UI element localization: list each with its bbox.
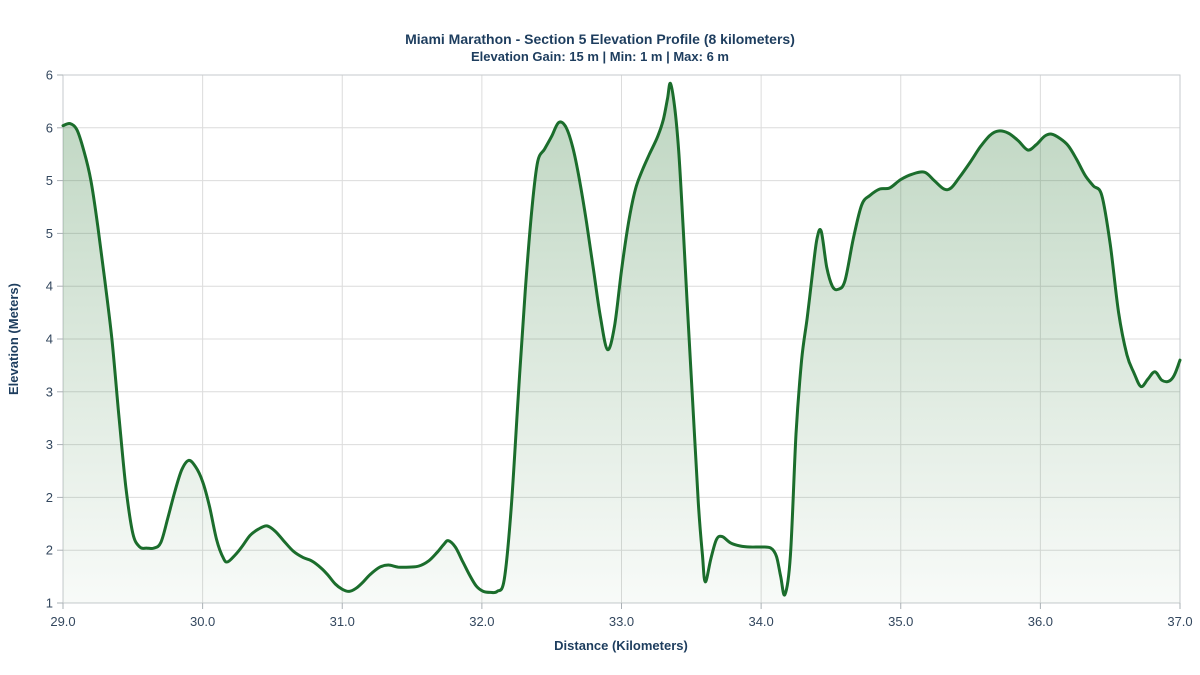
elevation-area-fill: [63, 83, 1180, 603]
elevation-line: [61, 81, 1182, 597]
y-axis-title: Elevation (Meters): [6, 283, 21, 395]
x-tick-label: 35.0: [888, 614, 913, 629]
y-tick-label: 4: [46, 279, 53, 294]
elevation-line-path: [61, 81, 1182, 597]
elevation-area-path: [63, 83, 1180, 603]
chart-title: Miami Marathon - Section 5 Elevation Pro…: [405, 31, 795, 47]
y-tick-label: 3: [46, 384, 53, 399]
x-tick-label: 37.0: [1167, 614, 1192, 629]
y-tick-label: 4: [46, 332, 53, 347]
x-tick-label: 34.0: [748, 614, 773, 629]
y-tick-label: 1: [46, 596, 53, 611]
y-tick-label: 5: [46, 173, 53, 188]
y-tick-label: 2: [46, 543, 53, 558]
y-tick-label: 5: [46, 226, 53, 241]
y-tick-label: 6: [46, 120, 53, 135]
y-tick-label: 6: [46, 68, 53, 83]
x-tick-label: 30.0: [190, 614, 215, 629]
x-tick-label: 32.0: [469, 614, 494, 629]
x-axis-title: Distance (Kilometers): [554, 638, 688, 653]
x-tick-label: 33.0: [609, 614, 634, 629]
axis-tick-labels: 1 2 2 3 3 4 4 5 5 6 6 29.0 30.0 31.0 32.0 33.0 34.0 35.0 3…: [46, 68, 1193, 630]
x-tick-label: 36.0: [1028, 614, 1053, 629]
chart-subtitle: Elevation Gain: 15 m | Min: 1 m | Max: 6…: [471, 49, 729, 64]
y-tick-label: 3: [46, 437, 53, 452]
x-tick-label: 31.0: [330, 614, 355, 629]
axis-tick-marks: [57, 74, 1181, 609]
x-tick-label: 29.0: [50, 614, 75, 629]
y-tick-label: 2: [46, 490, 53, 505]
